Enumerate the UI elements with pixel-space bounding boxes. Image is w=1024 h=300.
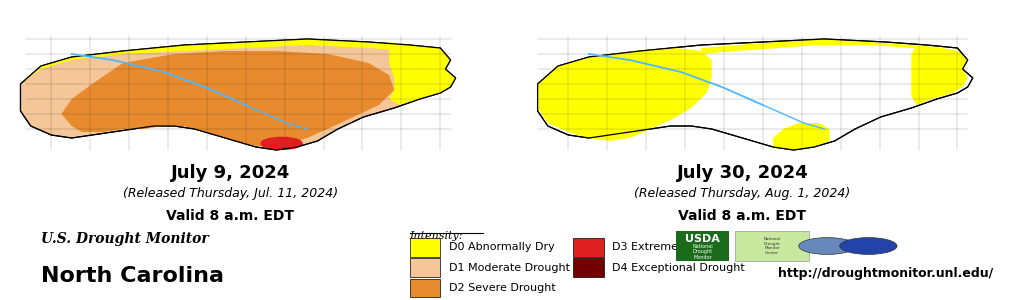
Bar bbox=[410, 279, 440, 297]
Text: http://droughtmonitor.unl.edu/: http://droughtmonitor.unl.edu/ bbox=[778, 268, 993, 281]
Circle shape bbox=[261, 137, 302, 149]
Text: (Released Thursday, Jul. 11, 2024): (Released Thursday, Jul. 11, 2024) bbox=[123, 188, 338, 200]
Text: D2 Severe Drought: D2 Severe Drought bbox=[449, 283, 555, 293]
Text: USDA: USDA bbox=[685, 234, 720, 244]
Bar bbox=[410, 238, 440, 256]
Polygon shape bbox=[61, 51, 394, 147]
Bar bbox=[676, 231, 729, 261]
Polygon shape bbox=[538, 48, 712, 141]
Text: July 30, 2024: July 30, 2024 bbox=[677, 164, 808, 181]
Bar bbox=[410, 258, 440, 277]
Bar bbox=[573, 258, 604, 277]
Text: National
Drought
Monitor: National Drought Monitor bbox=[692, 244, 713, 260]
Polygon shape bbox=[701, 39, 957, 54]
Polygon shape bbox=[538, 39, 973, 150]
Text: D0 Abnormally Dry: D0 Abnormally Dry bbox=[449, 242, 554, 252]
Bar bbox=[573, 238, 604, 256]
Polygon shape bbox=[20, 39, 445, 84]
Polygon shape bbox=[389, 42, 456, 105]
Polygon shape bbox=[773, 123, 829, 150]
Polygon shape bbox=[911, 45, 968, 105]
Text: D4 Exceptional Drought: D4 Exceptional Drought bbox=[612, 262, 745, 273]
Text: North Carolina: North Carolina bbox=[41, 266, 224, 286]
Text: Valid 8 a.m. EDT: Valid 8 a.m. EDT bbox=[678, 208, 807, 223]
Text: July 9, 2024: July 9, 2024 bbox=[171, 164, 290, 181]
Circle shape bbox=[840, 238, 897, 254]
Bar bbox=[735, 231, 809, 261]
Text: Intensity:: Intensity: bbox=[410, 231, 463, 241]
Circle shape bbox=[799, 238, 856, 254]
Text: D3 Extreme Drought: D3 Extreme Drought bbox=[612, 242, 727, 252]
Text: D1 Moderate Drought: D1 Moderate Drought bbox=[449, 262, 569, 273]
Text: U.S. Drought Monitor: U.S. Drought Monitor bbox=[41, 232, 209, 247]
Text: (Released Thursday, Aug. 1, 2024): (Released Thursday, Aug. 1, 2024) bbox=[634, 188, 851, 200]
Text: Valid 8 a.m. EDT: Valid 8 a.m. EDT bbox=[166, 208, 295, 223]
Text: National
Drought
Monitor
Center: National Drought Monitor Center bbox=[764, 237, 780, 255]
Polygon shape bbox=[20, 39, 456, 150]
